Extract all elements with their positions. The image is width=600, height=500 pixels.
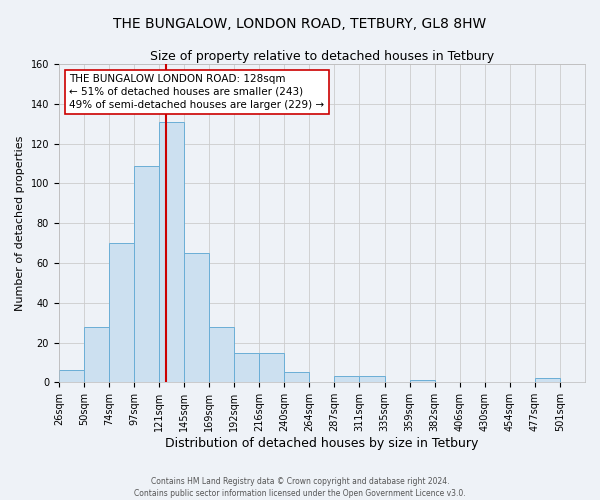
Bar [134,166,159,382]
Bar [59,370,84,382]
Bar [234,352,259,382]
Bar [109,243,134,382]
Bar [84,326,109,382]
Y-axis label: Number of detached properties: Number of detached properties [15,136,25,311]
Bar [209,326,234,382]
Bar [334,376,359,382]
Bar [359,376,385,382]
Bar [184,253,209,382]
Bar [535,378,560,382]
Text: THE BUNGALOW LONDON ROAD: 128sqm
← 51% of detached houses are smaller (243)
49% : THE BUNGALOW LONDON ROAD: 128sqm ← 51% o… [70,74,325,110]
Bar [259,352,284,382]
Bar [284,372,310,382]
Text: Contains HM Land Registry data © Crown copyright and database right 2024.
Contai: Contains HM Land Registry data © Crown c… [134,476,466,498]
X-axis label: Distribution of detached houses by size in Tetbury: Distribution of detached houses by size … [165,437,479,450]
Text: THE BUNGALOW, LONDON ROAD, TETBURY, GL8 8HW: THE BUNGALOW, LONDON ROAD, TETBURY, GL8 … [113,18,487,32]
Bar [159,122,184,382]
Bar [410,380,434,382]
Title: Size of property relative to detached houses in Tetbury: Size of property relative to detached ho… [150,50,494,63]
